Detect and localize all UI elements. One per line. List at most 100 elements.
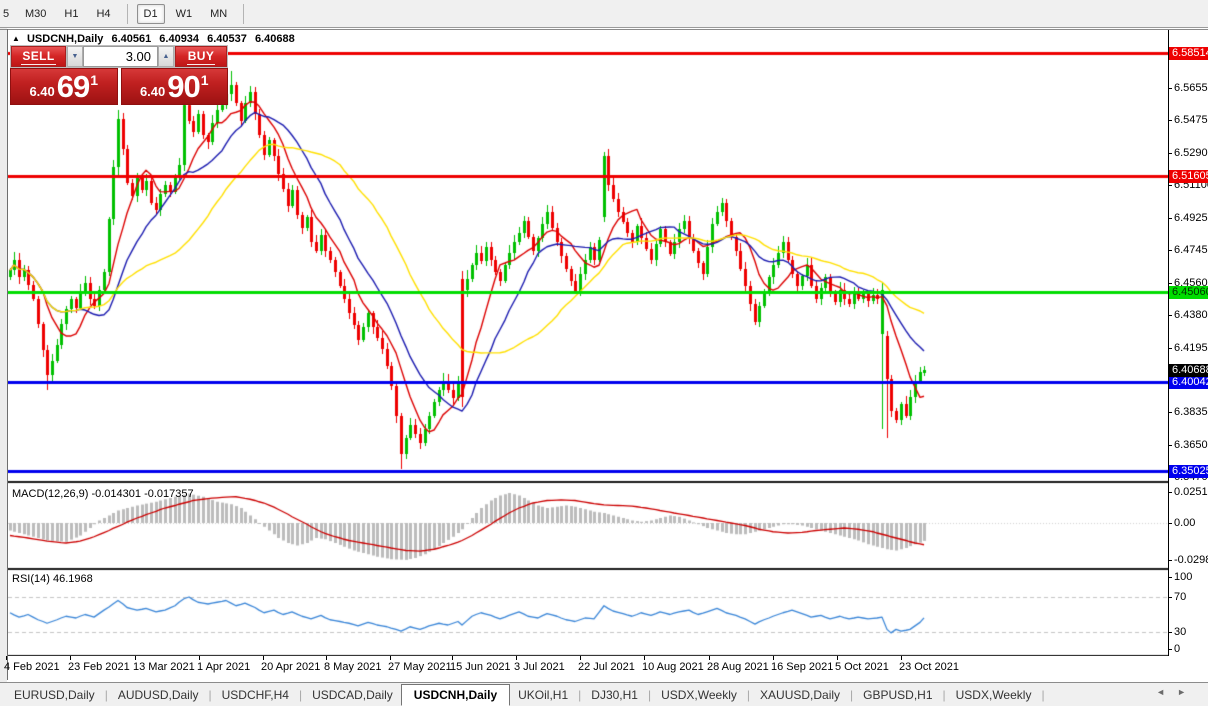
date-axis-label: 22 Jul 2021 — [578, 661, 635, 673]
tab-separator: | — [578, 687, 582, 702]
price-axis-tick — [1168, 120, 1172, 121]
chart-symbol-label: USDCNH,Daily — [26, 33, 104, 45]
date-axis-label: 3 Jul 2021 — [514, 661, 565, 673]
price-axis-label: 6.56550 — [1174, 82, 1208, 94]
volume-decrease-button[interactable]: ▼ — [67, 46, 83, 67]
timeframe-button-5[interactable]: 5 — [3, 7, 10, 20]
date-axis-label: 28 Aug 2021 — [707, 661, 769, 673]
price-axis-tick — [1168, 218, 1172, 219]
chart-tab-usdx-weekly[interactable]: USDX,Weekly — [661, 687, 737, 702]
chart-tab-ukoil-h1[interactable]: UKOil,H1 — [518, 687, 569, 702]
rsi-axis-tick — [1168, 597, 1172, 598]
sell-price-big: 69 — [56, 69, 90, 104]
date-axis-tick — [837, 656, 838, 660]
tab-scroll-right-icon[interactable]: ► — [1177, 687, 1198, 697]
date-axis-tick — [644, 656, 645, 660]
toolbar-separator — [126, 3, 128, 24]
chart-window-left-border — [7, 29, 8, 680]
date-axis-tick — [199, 656, 200, 660]
price-chart-canvas[interactable] — [8, 31, 1168, 656]
price-axis-label: 6.36500 — [1174, 439, 1208, 451]
timeframe-button-w1[interactable]: W1 — [175, 7, 193, 20]
tab-separator: | — [208, 687, 212, 702]
price-axis-tick — [1168, 315, 1172, 316]
quote-close: 6.40688 — [254, 33, 295, 45]
timeframe-button-d1[interactable]: D1 — [136, 3, 165, 24]
date-axis-label: 10 Aug 2021 — [642, 661, 704, 673]
current-price-badge: 6.40688 — [1169, 364, 1208, 377]
chart-tab-usdcad-daily[interactable]: USDCAD,Daily — [312, 687, 393, 702]
rsi-axis-label: 0 — [1174, 643, 1181, 655]
date-axis-label: 16 Sep 2021 — [771, 661, 834, 673]
date-axis-tick — [580, 656, 581, 660]
tab-separator: | — [1041, 687, 1045, 702]
tab-separator: | — [647, 687, 652, 702]
macd-axis-tick — [1168, 560, 1172, 561]
date-axis-label: 1 Apr 2021 — [197, 661, 251, 673]
price-axis-tick — [1168, 250, 1172, 251]
timeframe-button-h1[interactable]: H1 — [64, 7, 79, 20]
chart-tab-bar: EURUSD,Daily | AUDUSD,Daily | USDCHF,H4 | USDC… — [0, 682, 1208, 706]
chart-tab-audusd-daily[interactable]: AUDUSD,Daily — [117, 687, 199, 702]
macd-axis-label: 0.00 — [1174, 517, 1196, 529]
price-axis-label: 6.41950 — [1174, 342, 1208, 354]
date-axis-tick — [452, 656, 453, 660]
chart-tab-usdcnh-daily[interactable]: USDCNH,Daily — [400, 683, 511, 706]
rsi-axis-label: 70 — [1174, 591, 1187, 603]
buy-price-box[interactable]: 6.40 90 1 — [120, 68, 228, 105]
quote-high: 6.40934 — [159, 33, 200, 45]
rsi-axis-tick — [1168, 632, 1172, 633]
volume-input[interactable]: 3.00 — [83, 46, 158, 67]
date-axis-label: 23 Feb 2021 — [68, 661, 130, 673]
chart-tab-usdchf-h4[interactable]: USDCHF,H4 — [221, 687, 289, 702]
chart-tab-xauusd-daily[interactable]: XAUUSD,Daily — [760, 687, 841, 702]
tab-separator: | — [942, 687, 946, 702]
macd-axis-tick — [1168, 492, 1172, 493]
date-axis-tick — [6, 656, 7, 660]
quote-low: 6.40537 — [207, 33, 247, 45]
rsi-axis-tick — [1168, 649, 1172, 650]
timeframe-toolbar: 5 M30 H1 H4 D1 W1 MN — [0, 0, 1208, 28]
chart-tab-dj30-h1[interactable]: DJ30,H1 — [591, 687, 638, 702]
sell-price-box[interactable]: 6.40 69 1 — [10, 68, 118, 105]
tab-scroll-left-icon[interactable]: ◄ — [1156, 687, 1178, 697]
window-edge-strip — [0, 28, 7, 682]
date-axis-label: 5 Oct 2021 — [835, 661, 889, 673]
date-axis-tick — [135, 656, 136, 660]
price-axis-tick — [1168, 185, 1172, 186]
price-axis-tick — [1168, 153, 1172, 154]
price-axis-label: 6.47450 — [1174, 244, 1208, 256]
date-axis-label: 8 May 2021 — [324, 661, 382, 673]
date-axis-tick — [901, 656, 902, 660]
timeframe-button-h4[interactable]: H4 — [96, 7, 111, 20]
buy-price-big: 90 — [167, 69, 200, 104]
date-axis-tick — [773, 656, 774, 660]
date-axis-tick — [390, 656, 391, 660]
price-axis-tick — [1168, 445, 1172, 446]
date-axis-label: 13 Mar 2021 — [133, 661, 195, 673]
price-axis-label: 6.38350 — [1174, 406, 1208, 418]
buy-price-prefix: 6.40 — [139, 84, 166, 99]
chart-tab-gbpusd-h1[interactable]: GBPUSD,H1 — [863, 687, 933, 702]
volume-increase-button[interactable]: ▲ — [158, 46, 174, 67]
level-price-badge: 6.45060 — [1169, 286, 1208, 299]
quote-open: 6.40561 — [111, 33, 152, 45]
volume-stepper: ▼ 3.00 ▲ — [66, 46, 175, 67]
price-axis-label: 6.54750 — [1174, 114, 1208, 126]
chart-tab-usdx-weekly[interactable]: USDX,Weekly — [955, 687, 1032, 702]
chart-window-top-border — [0, 29, 1208, 30]
buy-button[interactable]: BUY — [175, 46, 227, 67]
level-price-badge: 6.40042 — [1169, 376, 1208, 389]
date-axis-tick — [263, 656, 264, 660]
one-click-trading-panel: SELL ▼ 3.00 ▲ BUY 6.40 69 1 6.40 90 1 — [10, 45, 228, 105]
timeframe-button-mn[interactable]: MN — [210, 7, 228, 20]
sell-button[interactable]: SELL — [11, 46, 66, 67]
collapse-arrow-icon[interactable]: ▲ — [12, 34, 20, 43]
rsi-indicator-label: RSI(14) 46.1968 — [12, 573, 93, 585]
chart-tab-eurusd-daily[interactable]: EURUSD,Daily — [14, 687, 95, 702]
price-axis-label: 6.49250 — [1174, 212, 1208, 224]
date-axis-label: 23 Oct 2021 — [899, 661, 959, 673]
timeframe-button-m30[interactable]: M30 — [25, 7, 47, 20]
price-axis-tick — [1168, 412, 1172, 413]
